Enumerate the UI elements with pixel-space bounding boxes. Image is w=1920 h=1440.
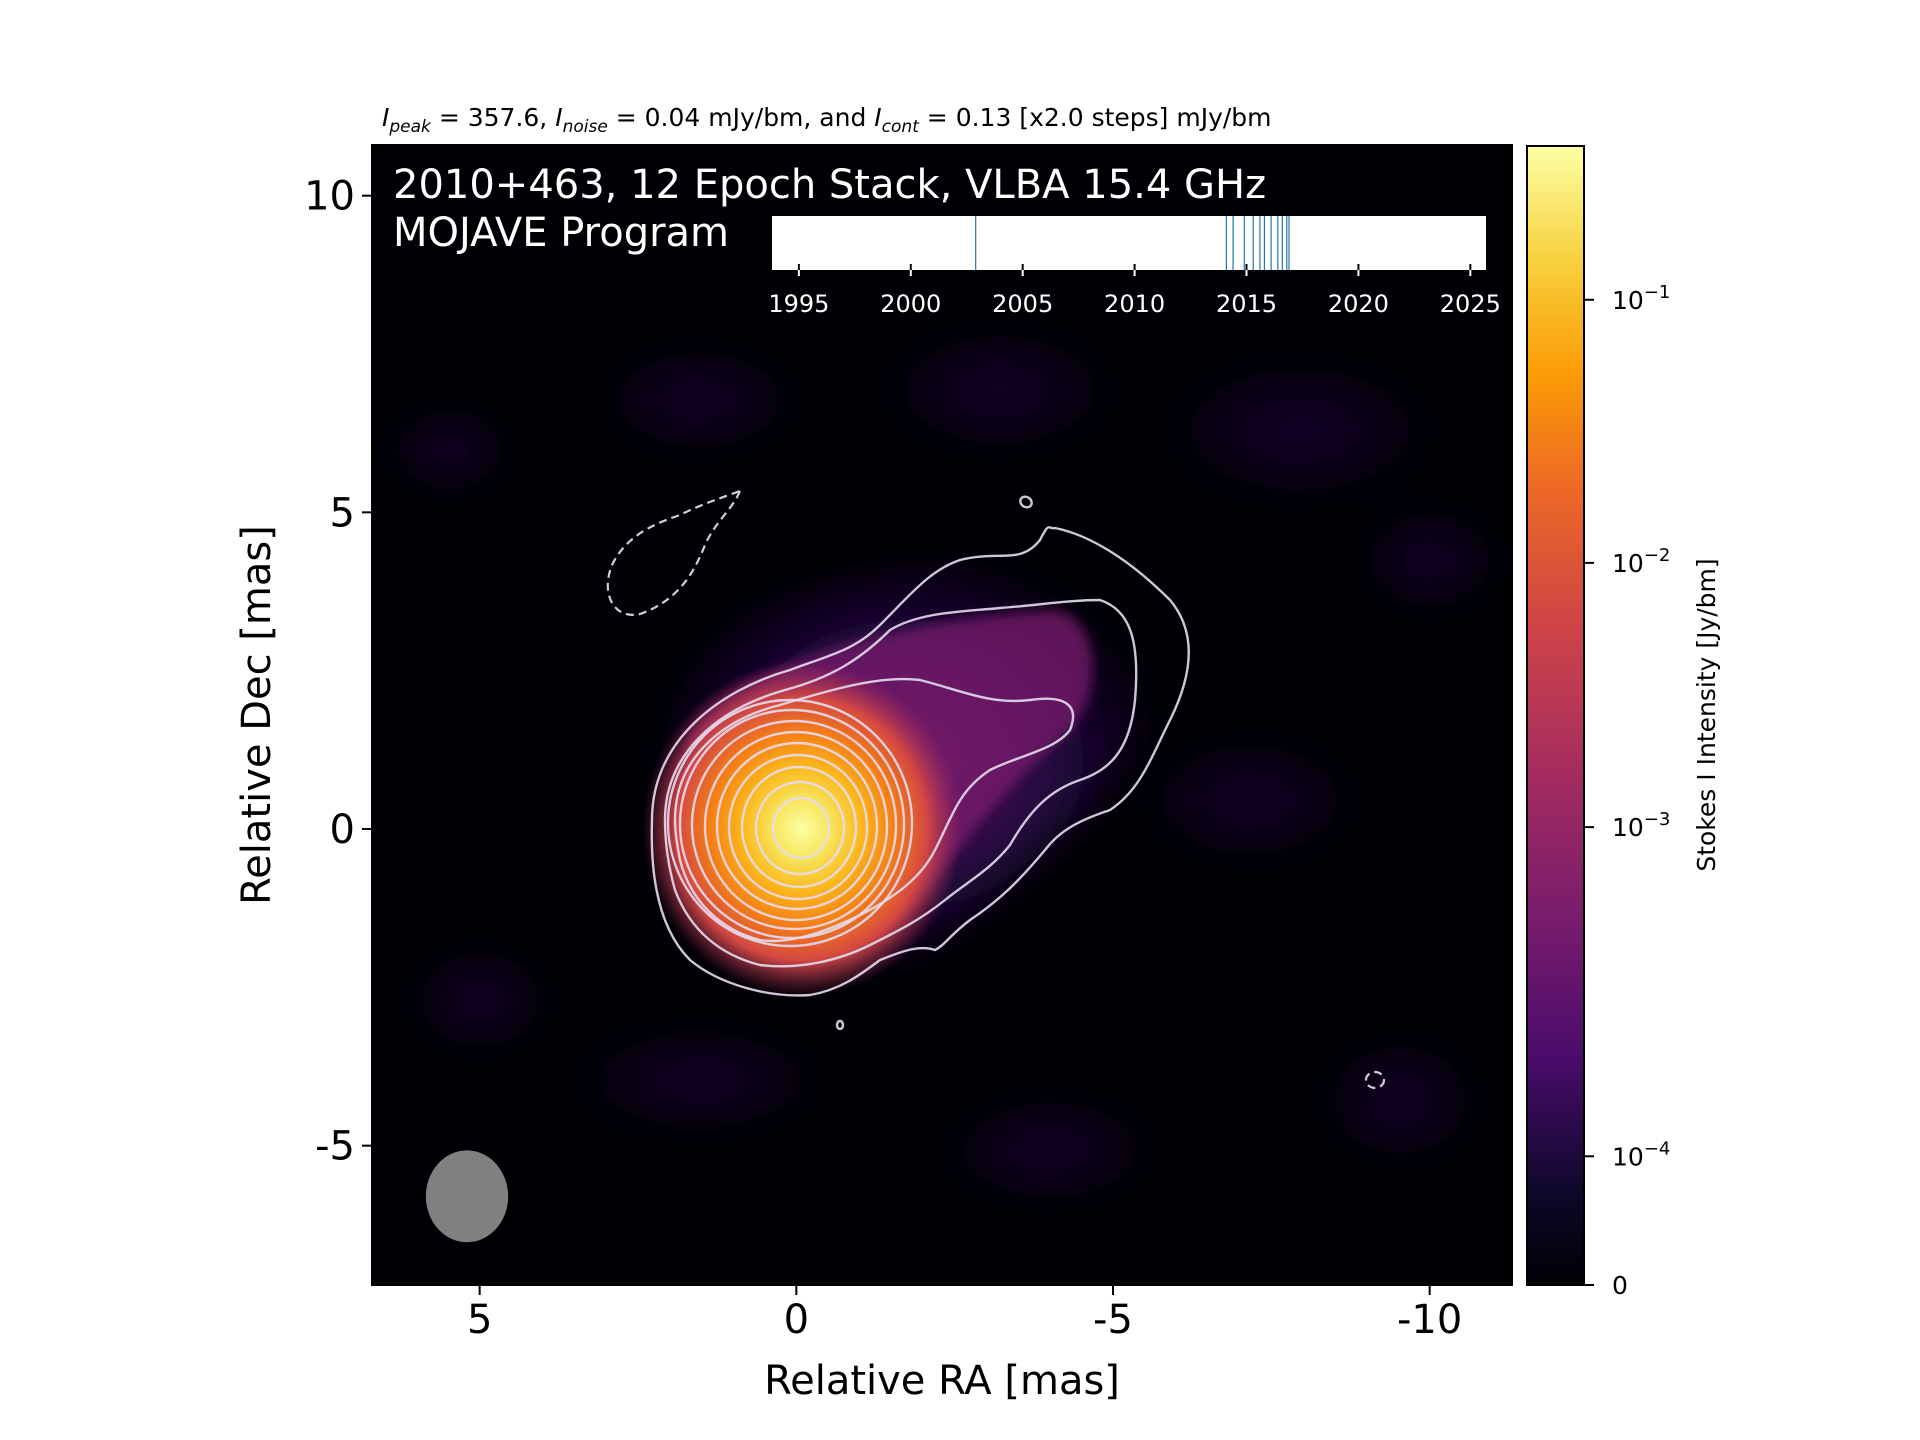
colorbar-tick-label: 10−1 xyxy=(1612,282,1670,315)
epochs-inset-box xyxy=(772,216,1486,270)
contour-5 xyxy=(678,708,906,940)
colorbar-tick-label: 0 xyxy=(1612,1271,1628,1300)
contour-small-bottom xyxy=(835,1019,845,1031)
plot-frame xyxy=(371,144,1513,1286)
inset-tick-label: 2010 xyxy=(1104,290,1165,318)
epoch-lines xyxy=(975,216,1290,270)
inset-tick-label: 2015 xyxy=(1216,290,1277,318)
x-axis-ticks: 5 0 -5 -10 xyxy=(467,1285,1462,1343)
x-tick-label: -5 xyxy=(1093,1297,1133,1343)
x-tick-label: 5 xyxy=(467,1297,492,1343)
background-noise xyxy=(380,320,1510,1210)
colorbar-tick-label: 10−3 xyxy=(1612,809,1670,842)
contour-7 xyxy=(703,730,889,922)
inset-tick-label: 2025 xyxy=(1440,290,1501,318)
negative-contours xyxy=(606,489,1386,1090)
colorbar-tick-label: 10−2 xyxy=(1612,545,1670,578)
contour-9 xyxy=(727,753,869,901)
colorbar-label: Stokes I Intensity [Jy/bm] xyxy=(1692,558,1721,871)
chart-title: Ipeak = 357.6, Inoise = 0.04 mJy/bm, and… xyxy=(382,103,1272,137)
image-panel: 2010+463, 12 Epoch Stack, VLBA 15.4 GHz … xyxy=(372,145,1512,1285)
y-tick-label: 5 xyxy=(330,490,355,536)
x-axis-label: Relative RA [mas] xyxy=(764,1358,1120,1404)
y-axis-ticks: 10 5 0 -5 xyxy=(304,174,372,1170)
inset-tick-label: 2000 xyxy=(880,290,941,318)
contour-11 xyxy=(754,780,846,876)
y-tick-label: -5 xyxy=(315,1124,355,1170)
inset-tick-label: 2005 xyxy=(992,290,1053,318)
colorbar-gradient xyxy=(1527,146,1584,1285)
colorbar-ticks: 10−1 10−2 10−3 10−4 0 xyxy=(1584,282,1670,1300)
contour-4 xyxy=(666,698,914,948)
y-tick-label: 0 xyxy=(330,807,355,853)
y-tick-label: 10 xyxy=(304,174,355,220)
contour-10 xyxy=(740,765,858,889)
inset-tick-label: 1995 xyxy=(768,290,829,318)
overlay-source-line: 2010+463, 12 Epoch Stack, VLBA 15.4 GHz xyxy=(393,162,1266,208)
contour-small-top xyxy=(1019,495,1033,509)
colorbar-tick-label: 10−4 xyxy=(1612,1138,1670,1171)
contour-8 xyxy=(715,741,879,911)
contour-outer xyxy=(650,526,1190,997)
contour-6 xyxy=(690,719,898,931)
inset-tick-label: 2020 xyxy=(1328,290,1389,318)
x-tick-label: 0 xyxy=(784,1297,809,1343)
contour-3 xyxy=(673,677,1075,943)
contours xyxy=(650,495,1190,1031)
colorbar-frame xyxy=(1526,145,1585,1286)
contour-2 xyxy=(663,598,1138,968)
colorbar: 10−1 10−2 10−3 10−4 0 Stokes I Intensity [Jy… xyxy=(1526,145,1721,1300)
negative-contour-2 xyxy=(1364,1070,1386,1090)
epochs-inset: 1995 2000 2005 2010 2015 2020 2025 xyxy=(768,216,1501,318)
y-axis-label: Relative Dec [mas] xyxy=(234,525,280,905)
epochs-inset-ticks: 1995 2000 2005 2010 2015 2020 2025 xyxy=(768,264,1501,318)
overlay-program-line: MOJAVE Program xyxy=(393,210,729,256)
x-tick-label: -10 xyxy=(1397,1297,1462,1343)
beam-ellipse xyxy=(425,1150,509,1243)
contour-12 xyxy=(771,796,831,860)
